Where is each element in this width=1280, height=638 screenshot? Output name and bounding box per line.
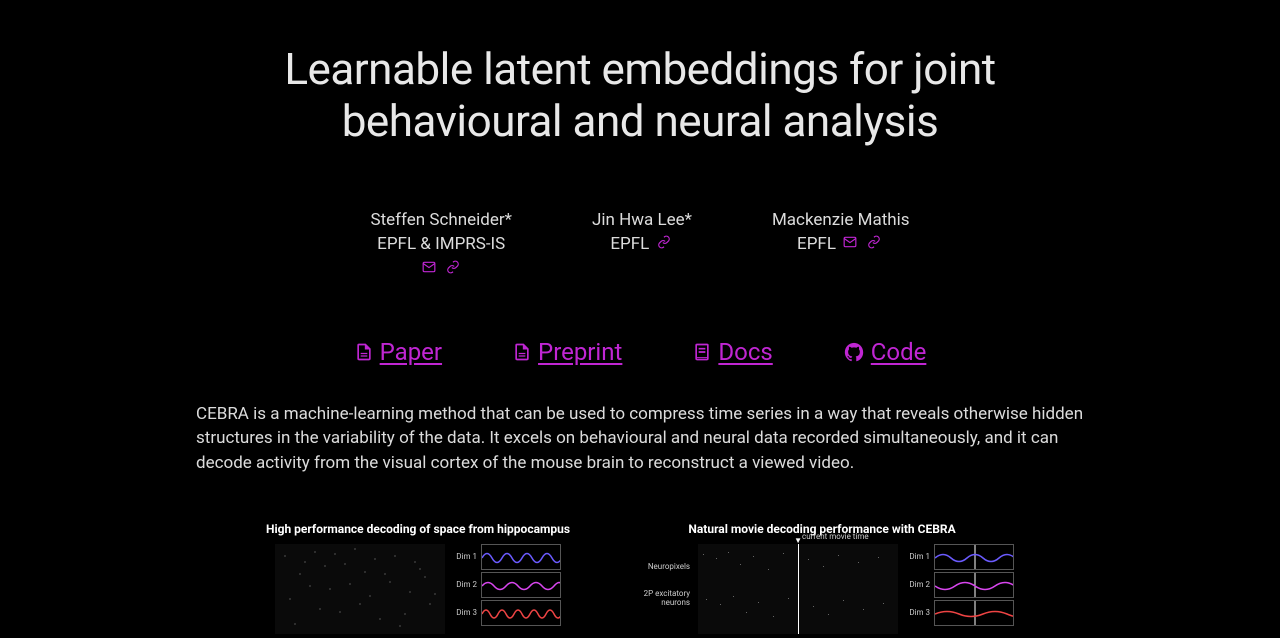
waveform-row: Dim 3 (453, 600, 561, 626)
author-name: Jin Hwa Lee* (592, 208, 692, 233)
waveform-row: Dim 2 (906, 572, 1014, 598)
figure-1: High performance decoding of space from … (266, 522, 570, 634)
waveform-row: Dim 2 (453, 572, 561, 598)
book-icon (692, 340, 712, 364)
author-affiliation: EPFL (797, 234, 836, 254)
author-block: Steffen Schneider* EPFL & IMPRS-IS (370, 208, 512, 282)
marker-arrow-icon: ▼ (794, 536, 802, 545)
paper-link[interactable]: Paper (354, 338, 442, 366)
waveform (934, 572, 1014, 598)
docs-link[interactable]: Docs (692, 338, 772, 366)
github-icon (843, 341, 865, 363)
waveform-stack: Dim 1 Dim 2 Dim 3 (906, 544, 1014, 626)
figure-body: Dim 1 Dim 2 Dim 3 (266, 544, 570, 634)
waveform (481, 600, 561, 626)
waveform (934, 544, 1014, 570)
waveform-row: Dim 1 (906, 544, 1014, 570)
author-icons (419, 259, 463, 279)
link-icon[interactable] (866, 232, 882, 257)
figure-title: High performance decoding of space from … (266, 522, 570, 536)
figure-body: Neuropixels 2P excitatory neurons ▼ curr… (630, 544, 1014, 634)
page-container: Learnable latent embeddings for joint be… (190, 0, 1090, 634)
file-icon (512, 340, 532, 364)
waveform (481, 544, 561, 570)
waveform-row: Dim 1 (453, 544, 561, 570)
author-affiliation-line: EPFL (610, 234, 673, 254)
waveform-stack: Dim 1 Dim 2 Dim 3 (453, 544, 561, 626)
link-label: Code (871, 338, 927, 366)
figures-row: High performance decoding of space from … (190, 522, 1090, 634)
link-icon[interactable] (656, 232, 672, 257)
waveform-row: Dim 3 (906, 600, 1014, 626)
author-block: Mackenzie Mathis EPFL (772, 208, 910, 282)
link-label: Docs (718, 338, 772, 366)
figure-2: Natural movie decoding performance with … (630, 522, 1014, 634)
row-label: Neuropixels (648, 562, 690, 571)
waveform (934, 600, 1014, 626)
file-icon (354, 340, 374, 364)
dim-label: Dim 1 (906, 552, 930, 561)
author-name: Steffen Schneider* (370, 208, 512, 233)
author-affiliation: EPFL (610, 234, 649, 254)
dim-label: Dim 1 (453, 552, 477, 561)
mail-icon[interactable] (421, 257, 437, 282)
author-affiliation: EPFL & IMPRS-IS (370, 232, 512, 257)
link-icon[interactable] (445, 257, 461, 282)
marker-label: current movie time (802, 532, 869, 541)
author-name: Mackenzie Mathis (772, 208, 910, 233)
dim-label: Dim 2 (453, 580, 477, 589)
spectro-noise (698, 544, 898, 634)
waveform (481, 572, 561, 598)
author-affiliation-line: EPFL (797, 234, 884, 254)
dim-label: Dim 3 (906, 608, 930, 617)
author-block: Jin Hwa Lee* EPFL (592, 208, 692, 282)
code-link[interactable]: Code (843, 338, 927, 366)
spectrogram: ▼ current movie time (698, 544, 898, 634)
row-label: 2P excitatory neurons (630, 589, 690, 607)
scatter-plot (275, 544, 445, 634)
dim-label: Dim 2 (906, 580, 930, 589)
page-title: Learnable latent embeddings for joint be… (190, 44, 1090, 148)
authors-row: Steffen Schneider* EPFL & IMPRS-IS Jin H… (190, 208, 1090, 282)
mail-icon[interactable] (842, 232, 858, 257)
link-label: Preprint (538, 338, 622, 366)
figure-row-labels: Neuropixels 2P excitatory neurons (630, 544, 690, 607)
abstract-text: CEBRA is a machine-learning method that … (190, 402, 1090, 476)
link-label: Paper (380, 338, 442, 366)
scatter-dots (275, 544, 445, 634)
resource-links: Paper Preprint Docs Code (190, 338, 1090, 366)
preprint-link[interactable]: Preprint (512, 338, 622, 366)
dim-label: Dim 3 (453, 608, 477, 617)
